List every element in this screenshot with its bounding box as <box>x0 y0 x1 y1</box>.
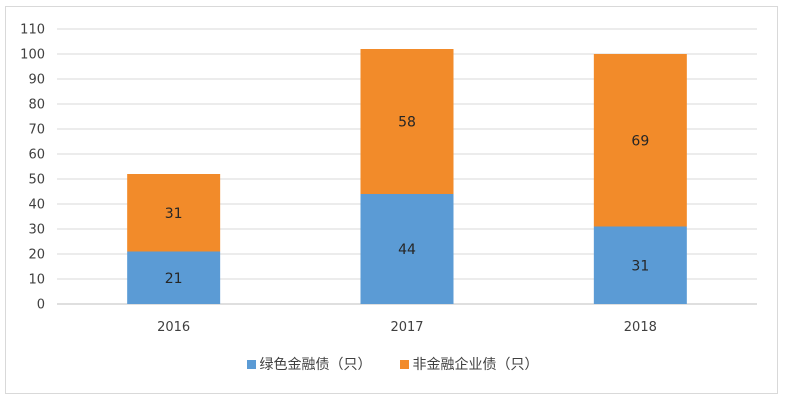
y-tick-label-70: 70 <box>28 123 45 138</box>
data-labels: 21 31 44 58 31 69 <box>165 115 649 287</box>
y-tick-label-100: 100 <box>20 48 45 63</box>
bar-2016-series-1 <box>127 174 221 252</box>
legend-item-non-financial-corporate-bonds: 非金融企业债（只） <box>399 354 539 374</box>
legend-item-green-financial-bonds: 绿色金融债（只） <box>246 354 372 374</box>
legend-swatch-non-financial-corporate-bonds <box>399 359 409 369</box>
data-label-2018-series-0: 31 <box>631 258 649 274</box>
data-label-2016-series-0: 21 <box>165 271 183 287</box>
y-tick-label-10: 10 <box>28 273 45 288</box>
data-label-2017-series-0: 44 <box>398 242 416 258</box>
x-tick-label-2016: 2016 <box>157 320 190 335</box>
y-tick-label-50: 50 <box>28 173 45 188</box>
data-label-2016-series-1: 31 <box>165 206 183 222</box>
bar-2016-series-0 <box>127 251 221 304</box>
legend-swatch-green-financial-bonds <box>246 359 256 369</box>
y-axis-tick-labels: 0 10 20 30 40 50 60 70 80 90 100 110 <box>20 23 45 313</box>
y-tick-label-90: 90 <box>28 73 45 88</box>
y-tick-label-80: 80 <box>28 98 45 113</box>
bar-2018-series-1 <box>593 54 687 227</box>
bars <box>127 49 687 304</box>
bar-2017-series-0 <box>360 194 454 304</box>
data-label-2017-series-1: 58 <box>398 115 416 131</box>
legend: 绿色金融债（只） 非金融企业债（只） <box>0 354 785 374</box>
bar-2017-series-1 <box>360 49 454 194</box>
legend-label-non-financial-corporate-bonds: 非金融企业债（只） <box>412 357 539 373</box>
x-tick-label-2018: 2018 <box>624 320 657 335</box>
data-label-2018-series-1: 69 <box>631 133 649 149</box>
y-tick-label-40: 40 <box>28 198 45 213</box>
y-tick-label-30: 30 <box>28 223 45 238</box>
bar-2018-series-0 <box>593 226 687 304</box>
y-tick-label-110: 110 <box>20 23 45 38</box>
x-tick-label-2017: 2017 <box>390 320 423 335</box>
y-tick-label-20: 20 <box>28 248 45 263</box>
x-axis-tick-labels: 2016 2017 2018 <box>157 320 657 335</box>
y-tick-label-60: 60 <box>28 148 45 163</box>
y-tick-label-0: 0 <box>37 298 45 313</box>
legend-label-green-financial-bonds: 绿色金融债（只） <box>259 357 372 373</box>
